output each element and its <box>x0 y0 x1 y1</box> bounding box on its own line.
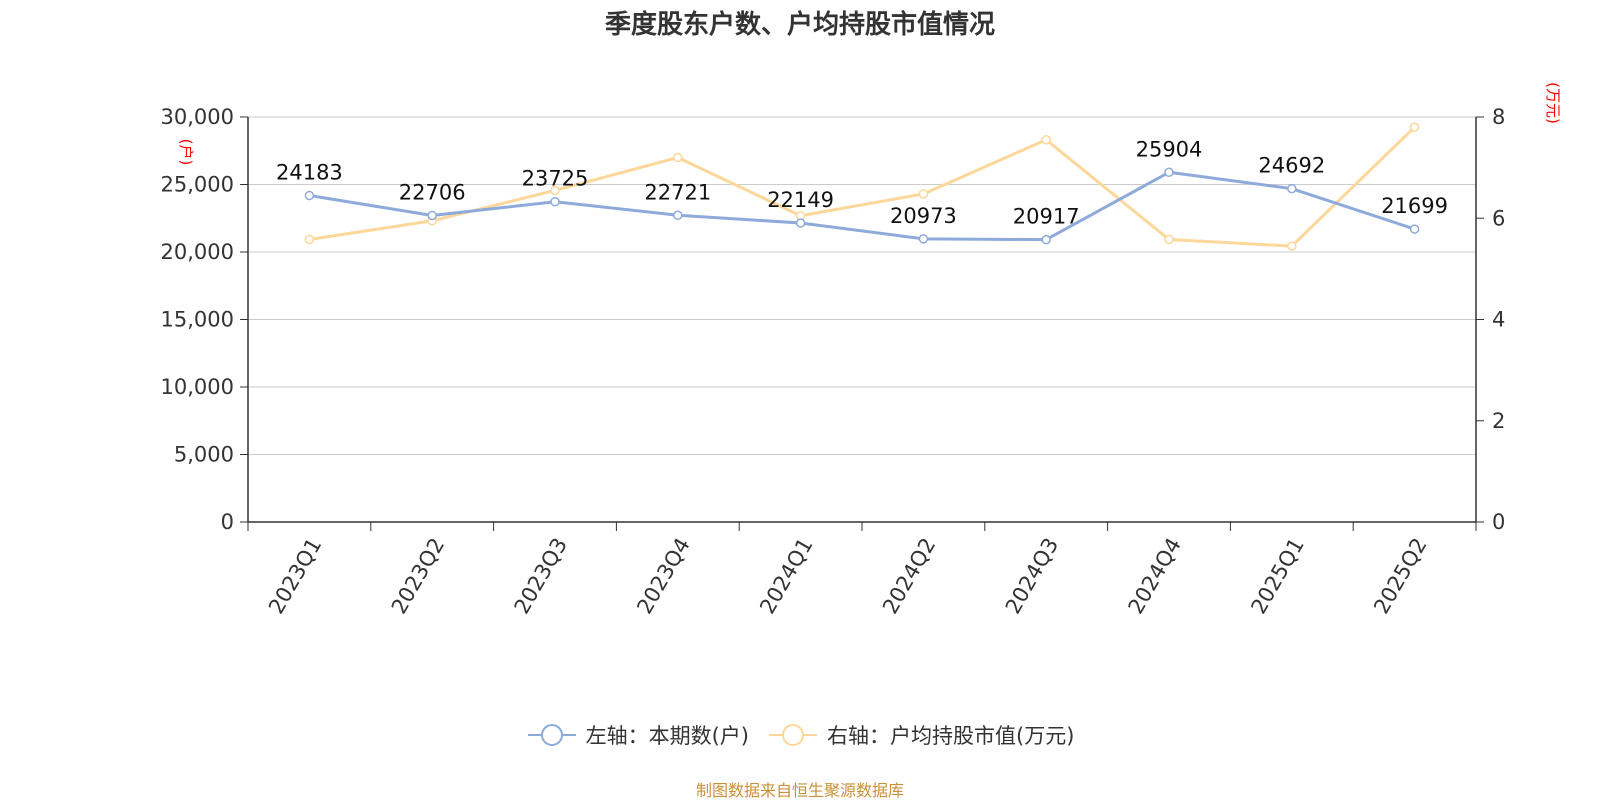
series-left-point <box>673 210 683 221</box>
series-right-point <box>918 189 929 199</box>
x-tick-label: 2023Q1 <box>264 534 326 618</box>
data-label: 20973 <box>890 204 957 228</box>
series-left-point <box>304 190 315 201</box>
source-note: 制图数据来自恒生聚源数据库 <box>695 781 904 800</box>
series-right-line <box>309 126 1416 248</box>
x-tick-label: 2025Q2 <box>1369 534 1431 618</box>
series-right-point <box>1409 122 1420 132</box>
series-left-point <box>427 210 437 221</box>
x-tick-label: 2024Q3 <box>1001 534 1063 618</box>
left-tick-label: 10,000 <box>161 375 234 399</box>
right-axis-unit: (万元) <box>1544 82 1562 124</box>
data-label: 21699 <box>1381 194 1448 218</box>
series-left-point <box>1409 224 1420 234</box>
right-tick-label: 0 <box>1492 510 1505 534</box>
data-label: 20917 <box>1013 205 1080 229</box>
x-tick-label: 2023Q2 <box>387 534 449 618</box>
series-left-point <box>1041 234 1051 245</box>
series-left-line <box>309 170 1416 242</box>
chart-title: 季度股东户数、户均持股市值情况 <box>604 10 995 40</box>
series-right-point <box>1164 234 1174 245</box>
x-tick-label: 2024Q1 <box>755 534 817 618</box>
series-right-point <box>1287 241 1297 251</box>
x-tick-label: 2023Q3 <box>510 534 572 618</box>
data-label: 23725 <box>522 167 589 191</box>
series-left-point <box>550 196 560 207</box>
x-tick-label: 2023Q4 <box>632 534 694 618</box>
legend-label-left: 左轴：本期数(户) <box>585 724 749 748</box>
legend: 左轴：本期数(户) 右轴：户均持股市值(万元) <box>0 720 1600 750</box>
data-label: 22721 <box>644 180 711 204</box>
right-tick-label: 6 <box>1492 206 1505 230</box>
series-left-point <box>1287 183 1297 194</box>
data-label: 24692 <box>1258 154 1325 178</box>
left-tick-label: 20,000 <box>161 240 234 264</box>
right-tick-label: 2 <box>1492 409 1505 433</box>
x-tick-label: 2024Q2 <box>878 534 940 618</box>
left-tick-label: 5,000 <box>174 443 234 467</box>
x-tick-label: 2024Q4 <box>1124 534 1186 618</box>
data-label: 25904 <box>1136 137 1203 161</box>
series-left-point <box>795 218 806 228</box>
right-tick-label: 4 <box>1492 308 1505 332</box>
series-right-point <box>304 234 315 245</box>
legend-item-left[interactable]: 左轴：本期数(户) <box>526 720 749 750</box>
legend-label-right: 右轴：户均持股市值(万元) <box>827 724 1075 748</box>
left-tick-label: 25,000 <box>161 173 234 197</box>
legend-marker-left <box>527 724 576 746</box>
series-left-point <box>918 234 929 244</box>
left-tick-label: 30,000 <box>161 105 234 129</box>
x-tick-label: 2025Q1 <box>1246 534 1308 618</box>
series-right-point <box>1041 135 1051 145</box>
data-label: 24183 <box>276 161 343 185</box>
legend-item-right[interactable]: 右轴：户均持股市值(万元) <box>767 720 1074 750</box>
data-label: 22706 <box>399 180 466 204</box>
series-right-point <box>550 185 560 196</box>
legend-marker-right <box>769 724 817 746</box>
left-axis-unit: (户) <box>177 139 195 166</box>
data-label: 22149 <box>767 188 834 212</box>
left-tick-label: 0 <box>221 510 234 534</box>
left-tick-label: 15,000 <box>161 308 234 332</box>
right-tick-label: 8 <box>1492 105 1505 129</box>
series-left-point <box>1164 167 1174 178</box>
series-right-point <box>673 152 683 163</box>
